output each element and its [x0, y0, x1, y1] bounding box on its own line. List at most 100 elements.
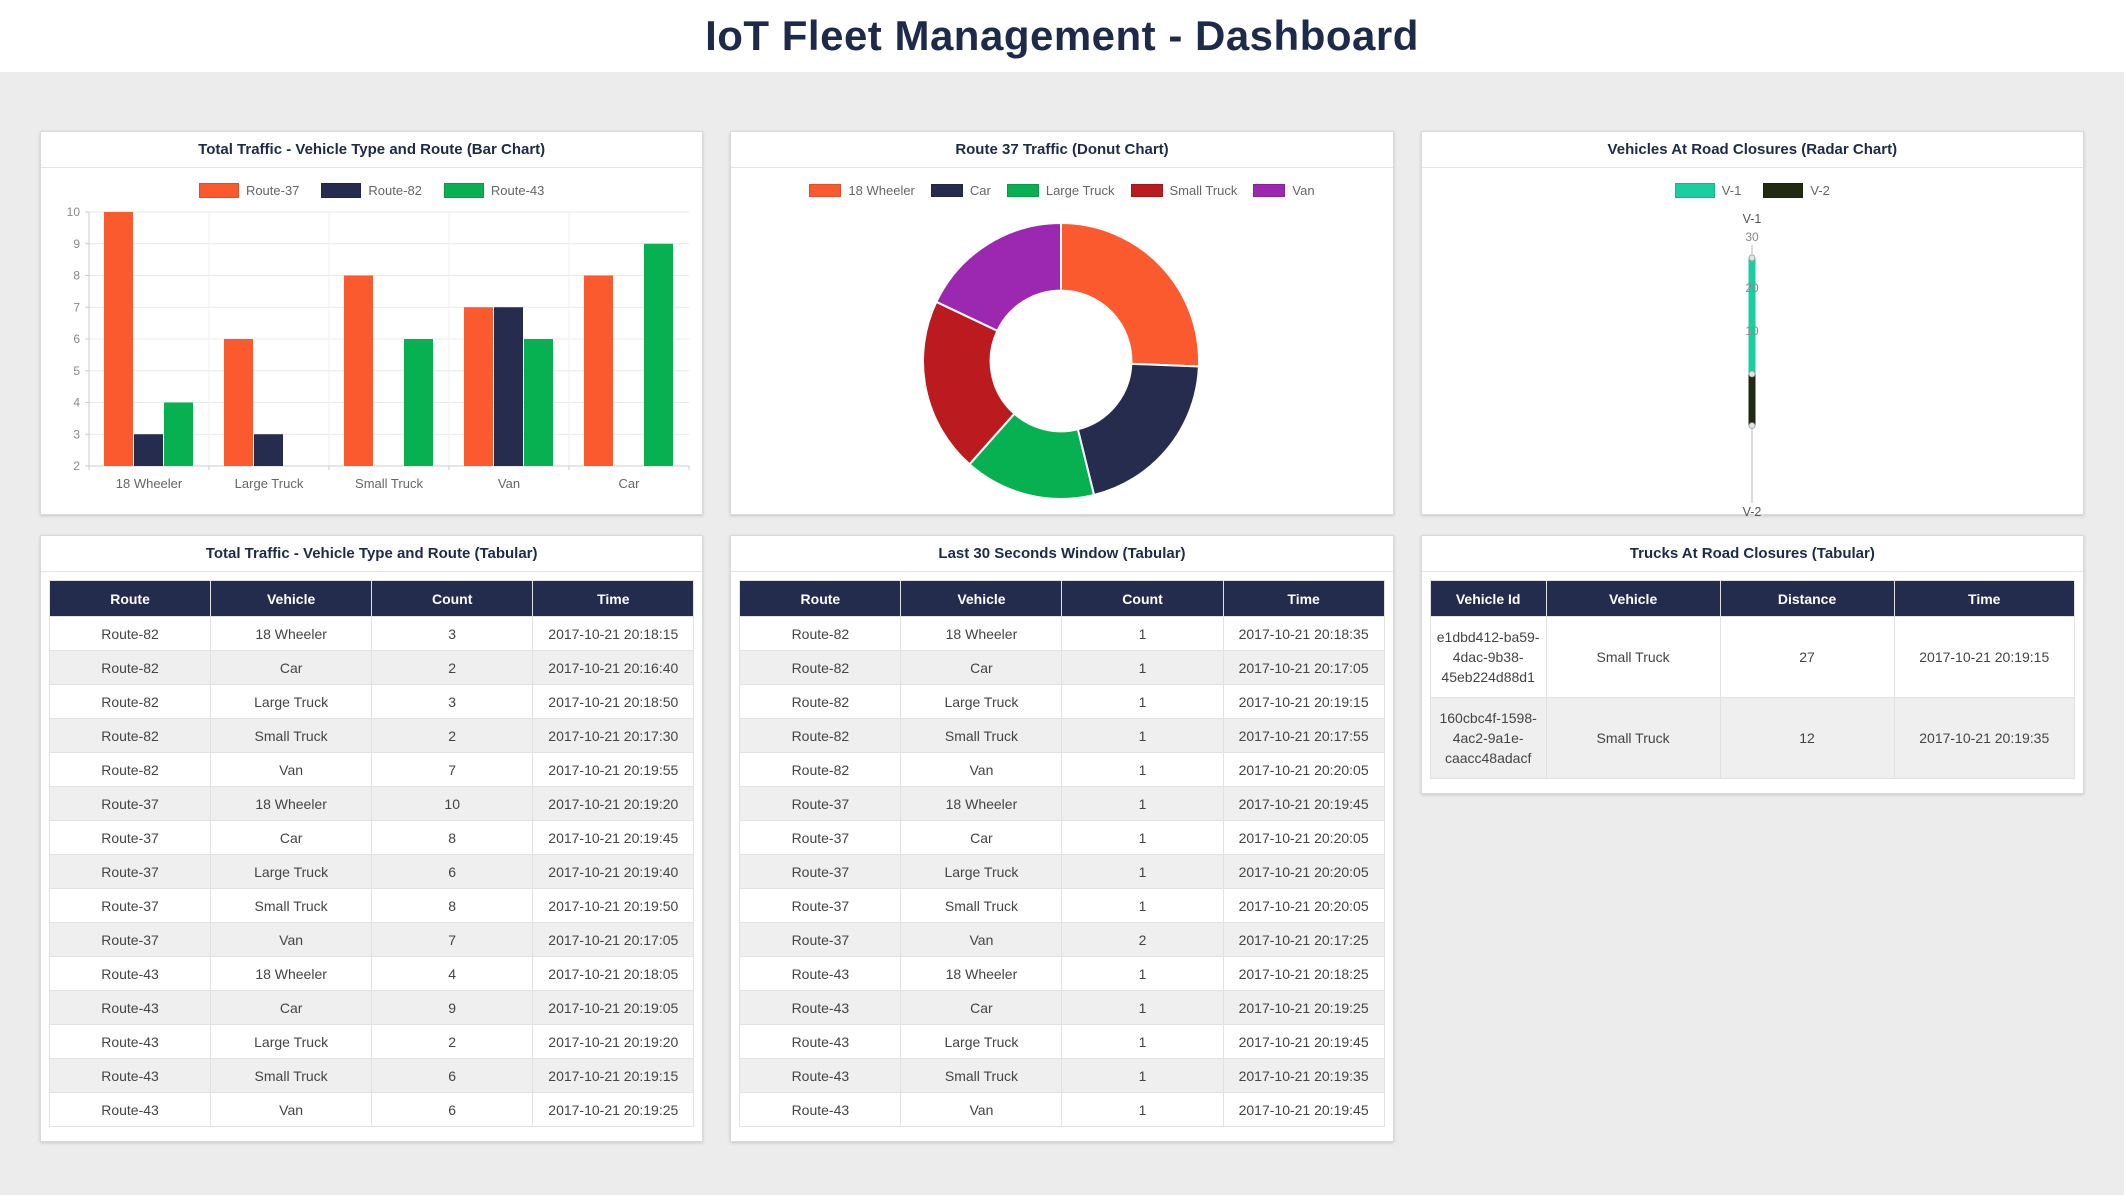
table-cell: Route-37 [50, 923, 211, 957]
bar-route-82-van[interactable] [494, 307, 523, 466]
card-trucks-at-road-closures-table: Trucks At Road Closures (Tabular) Vehicl… [1421, 535, 2084, 794]
legend-label: Van [1292, 183, 1314, 198]
svg-text:7: 7 [73, 300, 80, 314]
table-cell: 2017-10-21 20:19:20 [533, 1025, 694, 1059]
card-bar-chart: Total Traffic - Vehicle Type and Route (… [40, 131, 703, 515]
bar-route-37-car[interactable] [584, 276, 613, 467]
table-cell: Large Truck [901, 1025, 1062, 1059]
table-cell: e1dbd412-ba59-4dac-9b38-45eb224d88d1 [1430, 617, 1546, 698]
legend-item-van[interactable]: Van [1253, 183, 1314, 198]
table-row: Route-4318 Wheeler12017-10-21 20:18:25 [740, 957, 1384, 991]
table-cell: 6 [372, 1093, 533, 1127]
radar-tick-label: 30 [1745, 230, 1759, 244]
table-cell: 2017-10-21 20:19:45 [1223, 1025, 1384, 1059]
svg-text:4: 4 [73, 396, 80, 410]
bar-route-43-18-wheeler[interactable] [164, 403, 193, 467]
table-cell: Small Truck [901, 719, 1062, 753]
legend-label: Route-43 [491, 183, 544, 198]
table-cell: Route-43 [740, 991, 901, 1025]
legend-label: Route-37 [246, 183, 299, 198]
bar-route-37-small-truck[interactable] [344, 276, 373, 467]
donut-slice-18-wheeler[interactable] [1061, 223, 1199, 367]
table-cell: 2017-10-21 20:19:45 [1223, 1093, 1384, 1127]
bar-route-82-large-truck[interactable] [254, 434, 283, 466]
card-donut-chart: Route 37 Traffic (Donut Chart) 18 Wheele… [730, 131, 1393, 515]
column-header-distance: Distance [1720, 581, 1894, 617]
table-cell: Car [901, 821, 1062, 855]
bar-route-82-18-wheeler[interactable] [134, 434, 163, 466]
table-cell: 2017-10-21 20:19:55 [533, 753, 694, 787]
table-cell: Route-37 [50, 821, 211, 855]
table-cell: 2017-10-21 20:20:05 [1223, 855, 1384, 889]
card-total-traffic-table: Total Traffic - Vehicle Type and Route (… [40, 535, 703, 1142]
legend-item-route-43[interactable]: Route-43 [444, 183, 544, 198]
legend-item-18-wheeler[interactable]: 18 Wheeler [809, 183, 914, 198]
card-last-30-seconds-table: Last 30 Seconds Window (Tabular) RouteVe… [730, 535, 1393, 1142]
column-header-time: Time [1894, 581, 2074, 617]
table-row: Route-43Car12017-10-21 20:19:25 [740, 991, 1384, 1025]
table-cell: 2017-10-21 20:19:45 [533, 821, 694, 855]
svg-text:9: 9 [73, 237, 80, 251]
bar-route-37-van[interactable] [464, 307, 493, 466]
bar-route-43-small-truck[interactable] [404, 339, 433, 466]
legend-label: Car [970, 183, 991, 198]
table-cell: Route-43 [50, 991, 211, 1025]
trucks-table-title: Trucks At Road Closures (Tabular) [1422, 536, 2083, 572]
column-header-route: Route [740, 581, 901, 617]
table-cell: 1 [1062, 889, 1223, 923]
table-row: Route-82Car12017-10-21 20:17:05 [740, 651, 1384, 685]
column-header-vehicle: Vehicle [211, 581, 372, 617]
legend-item-v-2[interactable]: V-2 [1763, 183, 1830, 198]
legend-swatch [1131, 184, 1163, 197]
table-cell: 2017-10-21 20:19:20 [533, 787, 694, 821]
bar-route-43-car[interactable] [644, 244, 673, 466]
dashboard-grid: Total Traffic - Vehicle Type and Route (… [0, 72, 2124, 1142]
total-traffic-table-title: Total Traffic - Vehicle Type and Route (… [41, 536, 702, 572]
last-30-seconds-table-title: Last 30 Seconds Window (Tabular) [731, 536, 1392, 572]
table-cell: Route-43 [50, 957, 211, 991]
table-cell: Route-82 [740, 685, 901, 719]
table-row: Route-82Large Truck32017-10-21 20:18:50 [50, 685, 694, 719]
table-cell: Large Truck [901, 685, 1062, 719]
radar-vertex-marker [1749, 255, 1755, 261]
table-cell: Car [211, 821, 372, 855]
legend-item-v-1[interactable]: V-1 [1675, 183, 1742, 198]
legend-item-small-truck[interactable]: Small Truck [1131, 183, 1238, 198]
legend-label: Small Truck [1170, 183, 1238, 198]
table-row: Route-82Van72017-10-21 20:19:55 [50, 753, 694, 787]
column-header-vehicle-id: Vehicle Id [1430, 581, 1546, 617]
svg-text:6: 6 [73, 332, 80, 346]
donut-slice-car[interactable] [1078, 364, 1199, 495]
table-cell: Route-43 [50, 1059, 211, 1093]
table-cell: Route-43 [740, 1025, 901, 1059]
table-cell: Route-43 [740, 957, 901, 991]
table-cell: Route-82 [740, 617, 901, 651]
table-row: Route-43Large Truck22017-10-21 20:19:20 [50, 1025, 694, 1059]
table-row: Route-8218 Wheeler32017-10-21 20:18:15 [50, 617, 694, 651]
trucks-at-road-closures-table: Vehicle IdVehicleDistanceTime e1dbd412-b… [1430, 580, 2075, 779]
table-cell: Small Truck [901, 1059, 1062, 1093]
table-cell: Small Truck [1546, 617, 1720, 698]
radar-chart: 102030V-1V-2 [1425, 204, 2080, 516]
app-header: IoT Fleet Management - Dashboard [0, 0, 2124, 72]
table-row: Route-37Large Truck62017-10-21 20:19:40 [50, 855, 694, 889]
legend-item-route-37[interactable]: Route-37 [199, 183, 299, 198]
table-cell: 1 [1062, 685, 1223, 719]
legend-item-large-truck[interactable]: Large Truck [1007, 183, 1115, 198]
legend-label: Large Truck [1046, 183, 1115, 198]
table-cell: Route-82 [50, 617, 211, 651]
table-cell: Large Truck [211, 855, 372, 889]
donut-chart-legend: 18 Wheeler Car Large Truck Small Truck Van [731, 180, 1392, 200]
legend-item-route-82[interactable]: Route-82 [321, 183, 421, 198]
bar-route-37-large-truck[interactable] [224, 339, 253, 466]
legend-swatch [444, 183, 484, 198]
table-cell: 2017-10-21 20:17:05 [1223, 651, 1384, 685]
bar-route-37-18-wheeler[interactable] [104, 212, 133, 466]
table-cell: Car [901, 991, 1062, 1025]
table-row: Route-37Small Truck12017-10-21 20:20:05 [740, 889, 1384, 923]
legend-item-car[interactable]: Car [931, 183, 991, 198]
table-cell: 1 [1062, 617, 1223, 651]
table-cell: Route-37 [740, 923, 901, 957]
donut-chart-body: 18 Wheeler Car Large Truck Small Truck Van [731, 168, 1392, 516]
bar-route-43-van[interactable] [524, 339, 553, 466]
